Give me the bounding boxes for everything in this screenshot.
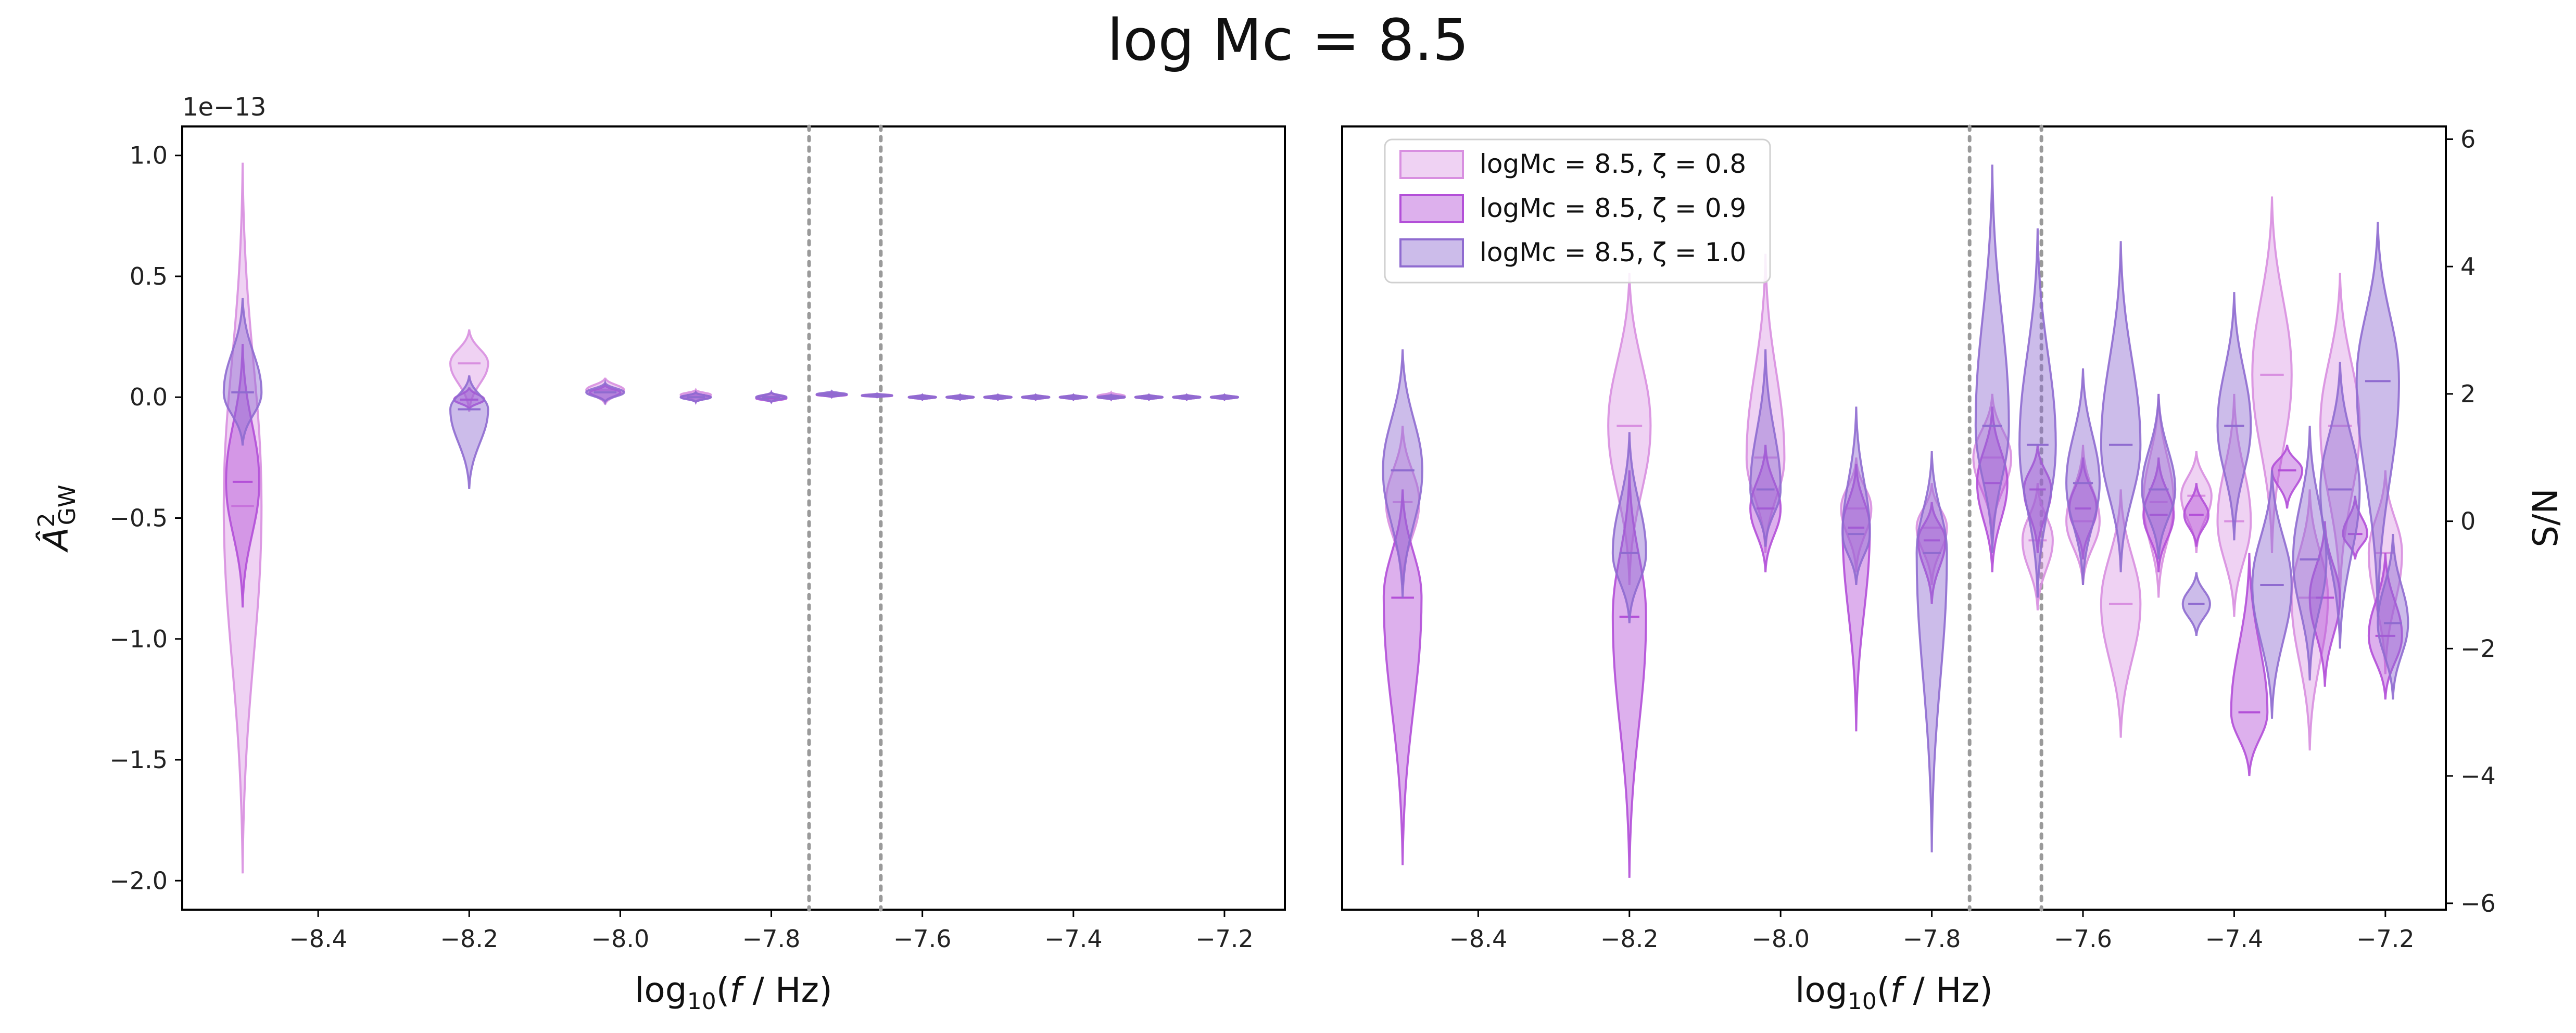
right-x-ticks: −8.4 −8.2 −8.0 −7.8 −7.6 −7.4 −7.2 xyxy=(1449,910,2415,953)
left-y-ticks: 1.0 0.5 0.0 −0.5 −1.0 −1.5 −2.0 xyxy=(109,142,182,895)
left-violins xyxy=(222,162,1240,874)
left-reference-lines xyxy=(807,124,883,912)
legend-label-zeta-0-9: logMc = 8.5, ζ = 0.9 xyxy=(1480,193,1746,223)
x-tick-label: −7.8 xyxy=(742,925,801,953)
violin-right-s2-16 xyxy=(2377,534,2409,700)
x-tick-label: −7.6 xyxy=(893,925,952,953)
y-tick-label: 2 xyxy=(2460,380,2476,408)
violin-left-s2-0 xyxy=(222,298,263,446)
violin-right-s0-2 xyxy=(1745,253,1786,553)
legend-swatch-zeta-0-8 xyxy=(1399,150,1464,179)
x-tick-label: −7.4 xyxy=(2205,925,2264,953)
y-tick-label: 4 xyxy=(2460,252,2476,280)
left-panel: 1e−13 log10(f / Hz) Â2GW −8.4 −8.2 −8.0 −7.… xyxy=(33,93,1286,1015)
violin-right-s2-2 xyxy=(1749,349,1782,547)
legend-box xyxy=(1384,138,1771,284)
x-tick-label: −8.2 xyxy=(440,925,498,953)
violin-right-s2-9 xyxy=(2141,393,2177,560)
y-tick-label: 1.0 xyxy=(130,142,168,170)
x-tick-label: −8.4 xyxy=(1449,925,1508,953)
y-tick-label: −1.0 xyxy=(109,625,168,653)
violin-right-s1-10 xyxy=(2230,553,2269,776)
violin-right-s2-12 xyxy=(2251,470,2293,719)
right-axes-frame xyxy=(1341,125,2447,911)
violin-right-s0-9 xyxy=(2142,393,2175,598)
figure-title: log Mc = 8.5 xyxy=(1107,7,1469,73)
left-x-axis-label: log10(f / Hz) xyxy=(635,970,832,1015)
x-tick-label: −8.0 xyxy=(591,925,650,953)
violin-left-s2-1 xyxy=(449,375,489,489)
violin-right-s1-11 xyxy=(2271,444,2304,509)
x-tick-label: −7.4 xyxy=(1044,925,1103,953)
violin-right-s1-13 xyxy=(2342,495,2368,560)
y-tick-label: 6 xyxy=(2460,125,2476,153)
violin-right-s0-11 xyxy=(2216,393,2252,617)
x-tick-label: −7.2 xyxy=(2356,925,2415,953)
violin-right-s0-1 xyxy=(1607,273,1652,585)
x-tick-label: −8.4 xyxy=(289,925,347,953)
x-tick-label: −8.2 xyxy=(1600,925,1659,953)
left-y-axis-label: Â2GW xyxy=(33,485,81,553)
legend-swatch-zeta-0-9 xyxy=(1399,194,1464,223)
y-tick-label: −1.5 xyxy=(109,746,168,774)
x-tick-label: −8.0 xyxy=(1751,925,1810,953)
x-tick-label: −7.8 xyxy=(1903,925,1961,953)
violin-right-s2-6 xyxy=(2018,228,2057,598)
right-panel: log10(f / Hz) S/N −8.4 −8.2 −8.0 −7.8 −7.6 −7… xyxy=(1341,124,2566,1015)
violin-right-s2-11 xyxy=(2216,292,2252,541)
legend-label-zeta-0-8: logMc = 8.5, ζ = 0.8 xyxy=(1480,149,1746,179)
violin-left-s1-0 xyxy=(225,344,260,608)
x-tick-label: −7.6 xyxy=(2054,925,2112,953)
y-tick-label: −6 xyxy=(2460,889,2496,917)
right-y-ticks: 6 4 2 0 −2 −4 −6 xyxy=(2446,125,2496,917)
y-tick-label: 0 xyxy=(2460,507,2476,535)
violin-right-s2-1 xyxy=(1611,432,1647,623)
violin-right-s2-8 xyxy=(2100,241,2142,572)
violin-right-s2-5 xyxy=(1974,164,2010,553)
left-axes-frame xyxy=(181,125,1286,911)
violin-right-s2-4 xyxy=(1915,451,1948,852)
legend: logMc = 8.5, ζ = 0.8 logMc = 8.5, ζ = 0.… xyxy=(1384,138,1771,284)
left-x-ticks: −8.4 −8.2 −8.0 −7.8 −7.6 −7.4 −7.2 xyxy=(289,910,1254,953)
violin-right-s2-7 xyxy=(2065,368,2101,585)
violin-right-s0-3 xyxy=(1840,457,1873,572)
x-tick-label: −7.2 xyxy=(1195,925,1254,953)
violin-right-s1-1 xyxy=(1611,470,1647,878)
violin-right-s1-6 xyxy=(2023,444,2053,553)
y-tick-label: −2.0 xyxy=(109,866,168,895)
right-violins xyxy=(1382,164,2409,878)
y-tick-label: −4 xyxy=(2460,762,2496,790)
legend-label-zeta-1-0: logMc = 8.5, ζ = 1.0 xyxy=(1480,237,1746,267)
violin-right-s2-3 xyxy=(1841,406,1871,585)
violin-right-s0-10 xyxy=(2180,451,2213,553)
violin-right-s0-15 xyxy=(2367,470,2403,674)
y-tick-label: −2 xyxy=(2460,634,2496,662)
violin-right-s2-14 xyxy=(2319,362,2361,649)
right-x-axis-label: log10(f / Hz) xyxy=(1795,970,1993,1015)
violin-right-s1-12 xyxy=(2308,521,2341,687)
violin-right-s1-0 xyxy=(1382,489,1423,865)
violin-left-s0-1 xyxy=(449,329,489,412)
violin-right-s2-0 xyxy=(1382,349,1423,598)
left-y-offset-text: 1e−13 xyxy=(182,93,266,122)
violin-right-s1-14 xyxy=(2367,553,2403,700)
violin-right-s0-8 xyxy=(2100,489,2142,738)
legend-swatch-zeta-1-0 xyxy=(1399,238,1464,267)
y-tick-label: −0.5 xyxy=(109,504,168,532)
y-tick-label: 0.0 xyxy=(130,383,168,411)
y-tick-label: 0.5 xyxy=(130,262,168,290)
right-y-axis-label: S/N xyxy=(2526,488,2566,547)
